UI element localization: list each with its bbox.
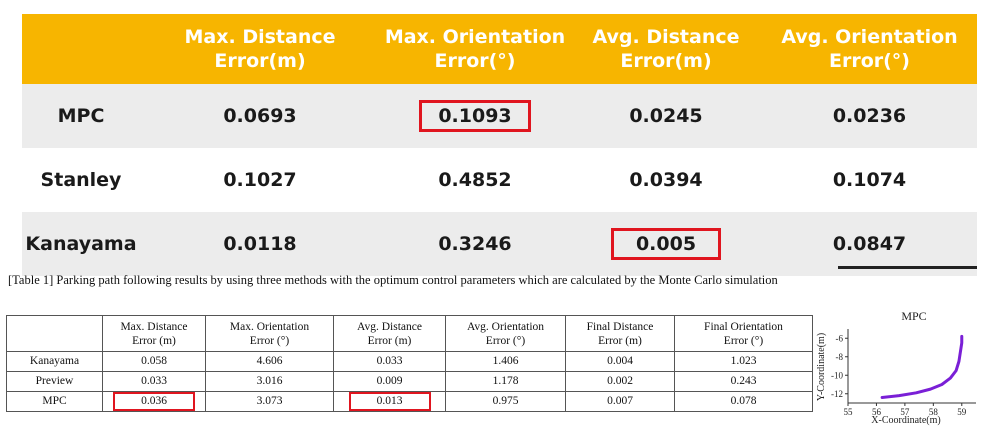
table-cell: 0.036 bbox=[102, 391, 206, 412]
paper-row-preview: Preview 0.033 3.016 0.009 1.178 0.002 0.… bbox=[6, 371, 813, 392]
row-method-label: Kanayama bbox=[6, 351, 103, 372]
x-tick-label: 56 bbox=[872, 407, 882, 417]
x-tick-label: 59 bbox=[957, 407, 967, 417]
table-cell: 0.033 bbox=[102, 371, 206, 392]
paper-header-avg-orientation: Avg. Orientation Error (°) bbox=[445, 315, 566, 352]
row-method-label: MPC bbox=[6, 391, 103, 412]
paper-row-kanayama: Kanayama 0.058 4.606 0.033 1.406 0.004 1… bbox=[6, 351, 813, 372]
table-cell: 0.1093 bbox=[380, 84, 570, 148]
top-row-kanayama: Kanayama 0.0118 0.3246 0.005 0.0847 bbox=[22, 212, 977, 276]
top-header-max-orientation: Max. Orientation Error(°) bbox=[380, 14, 570, 84]
table-cell: 1.406 bbox=[445, 351, 566, 372]
table-cell: 3.016 bbox=[205, 371, 334, 392]
table-cell: 0.0693 bbox=[140, 84, 380, 148]
top-header-avg-orientation: Avg. Orientation Error(°) bbox=[762, 14, 977, 84]
y-axis-label: Y-Coordinate(m) bbox=[816, 333, 827, 401]
row-method-label: Stanley bbox=[40, 169, 122, 191]
table-cell: 1.023 bbox=[674, 351, 813, 372]
y-tick-label: -12 bbox=[831, 389, 843, 399]
table-cell: 1.178 bbox=[445, 371, 566, 392]
table-cell: 0.033 bbox=[333, 351, 446, 372]
table-cell: 0.058 bbox=[102, 351, 206, 372]
row-method-label: Kanayama bbox=[22, 212, 140, 276]
table-cell: 0.013 bbox=[333, 391, 446, 412]
y-tick-label: -8 bbox=[836, 352, 844, 362]
table-cell: 3.073 bbox=[205, 391, 334, 412]
results-table-paper: Max. Distance Error (m) Max. Orientation… bbox=[6, 315, 813, 412]
paper-header-final-distance: Final Distance Error (m) bbox=[565, 315, 675, 352]
x-tick-label: 58 bbox=[929, 407, 939, 417]
top-header-corner bbox=[22, 14, 140, 84]
table-cell: 0.007 bbox=[565, 391, 675, 412]
x-axis-label: X-Coordinate(m) bbox=[871, 415, 940, 426]
top-row-mpc: MPC 0.0693 0.1093 0.0245 0.0236 bbox=[22, 84, 977, 148]
table-cell: 0.1027 bbox=[223, 169, 297, 191]
series-line bbox=[880, 334, 964, 399]
chart-title: MPC bbox=[901, 309, 926, 323]
table-cell: 4.606 bbox=[205, 351, 334, 372]
y-tick-label: -10 bbox=[831, 370, 843, 380]
table-cell: 0.078 bbox=[674, 391, 813, 412]
paper-header-max-orientation: Max. Orientation Error (°) bbox=[205, 315, 334, 352]
row-method-label: Preview bbox=[6, 371, 103, 392]
top-header-avg-distance: Avg. Distance Error(m) bbox=[570, 14, 762, 84]
table-cell: 0.975 bbox=[445, 391, 566, 412]
table-cell: 0.0394 bbox=[629, 169, 703, 191]
table-cell: 0.243 bbox=[674, 371, 813, 392]
top-header-max-distance: Max. Distance Error(m) bbox=[140, 14, 380, 84]
table-cell: 0.0245 bbox=[570, 84, 762, 148]
table-cell: 0.1074 bbox=[832, 169, 907, 191]
table-cell: 0.004 bbox=[565, 351, 675, 372]
highlighted-cell: 0.005 bbox=[610, 228, 722, 260]
table-cell: 0.0118 bbox=[140, 212, 380, 276]
results-table-top: Max. Distance Error(m) Max. Orientation … bbox=[22, 14, 977, 276]
x-tick-label: 57 bbox=[900, 407, 910, 417]
table-cell: 0.0236 bbox=[762, 84, 977, 148]
table-cell: 0.009 bbox=[333, 371, 446, 392]
top-row-stanley: Stanley 0.1027 0.4852 0.0394 0.1074 bbox=[22, 148, 977, 212]
highlighted-cell: 0.013 bbox=[348, 392, 431, 411]
top-header-row: Max. Distance Error(m) Max. Orientation … bbox=[22, 14, 977, 84]
chart-plot-area: 55 56 57 58 59 -6 -8 -10 -12 bbox=[831, 329, 976, 417]
table-cell: 0.4852 bbox=[438, 169, 512, 191]
paper-header-max-distance: Max. Distance Error (m) bbox=[102, 315, 206, 352]
paper-header-avg-distance: Avg. Distance Error (m) bbox=[333, 315, 446, 352]
table-cell: 0.005 bbox=[570, 212, 762, 276]
table-bottom-rule bbox=[838, 266, 977, 269]
y-tick-label: -6 bbox=[836, 333, 844, 343]
table-cell: 0.3246 bbox=[380, 212, 570, 276]
table-cell: 0.002 bbox=[565, 371, 675, 392]
mpc-path-chart: MPC 55 56 57 58 59 -6 -8 -10 -12 X-Coordinate(m)… bbox=[816, 309, 976, 426]
paper-header-final-orientation: Final Orientation Error (°) bbox=[674, 315, 813, 352]
highlighted-cell: 0.1093 bbox=[419, 100, 531, 132]
highlighted-cell: 0.036 bbox=[113, 392, 195, 411]
paper-header-row: Max. Distance Error (m) Max. Orientation… bbox=[6, 315, 813, 352]
paper-header-corner bbox=[6, 315, 103, 352]
paper-row-mpc: MPC 0.036 3.073 0.013 0.975 0.007 0.078 bbox=[6, 391, 813, 412]
row-method-label: MPC bbox=[22, 84, 140, 148]
table-caption: [Table 1] Parking path following results… bbox=[8, 273, 778, 287]
x-tick-label: 55 bbox=[844, 407, 854, 417]
table-cell: 0.0847 bbox=[762, 212, 977, 276]
